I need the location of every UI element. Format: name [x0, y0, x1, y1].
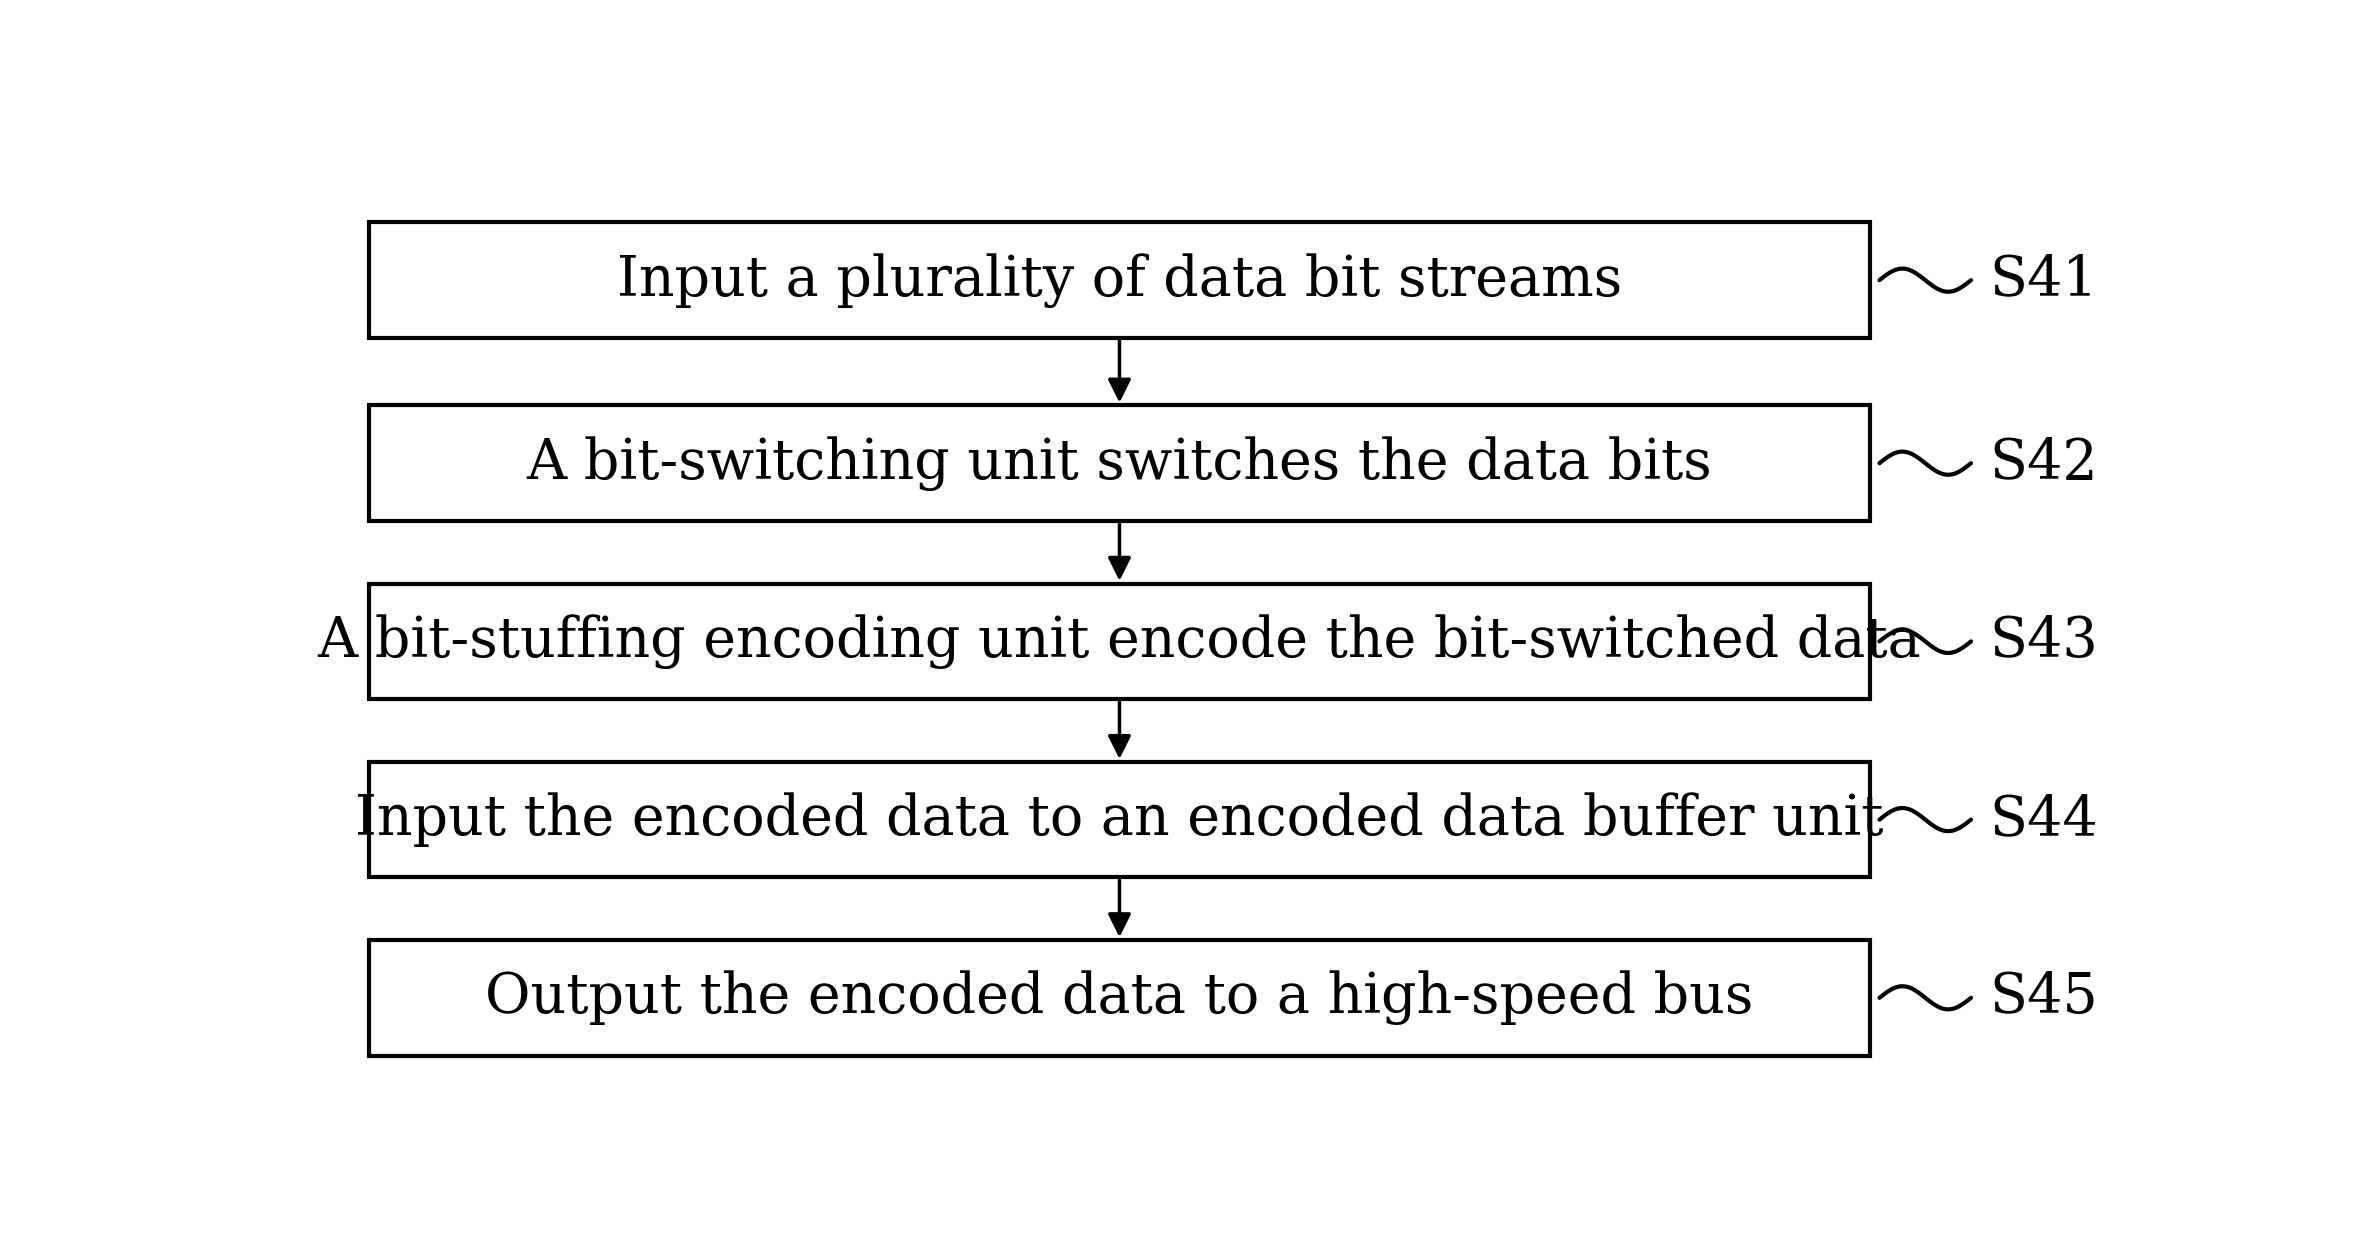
Bar	[369, 405, 1871, 520]
Text: A bit-switching unit switches the data bits: A bit-switching unit switches the data b…	[527, 435, 1713, 490]
Text: Input the encoded data to an encoded data buffer unit: Input the encoded data to an encoded dat…	[354, 792, 1883, 847]
Text: S45: S45	[1990, 971, 2098, 1025]
Bar	[369, 940, 1871, 1056]
Text: S44: S44	[1990, 792, 2098, 847]
Text: Output the encoded data to a high-speed bus: Output the encoded data to a high-speed …	[484, 971, 1753, 1025]
Text: S41: S41	[1990, 253, 2098, 308]
Text: S42: S42	[1990, 435, 2098, 490]
Text: Input a plurality of data bit streams: Input a plurality of data bit streams	[617, 253, 1621, 308]
Bar	[369, 223, 1871, 338]
Text: A bit-stuffing encoding unit encode the bit-switched data: A bit-stuffing encoding unit encode the …	[317, 614, 1921, 669]
Bar	[369, 762, 1871, 877]
Text: S43: S43	[1990, 614, 2098, 669]
Bar	[369, 583, 1871, 699]
